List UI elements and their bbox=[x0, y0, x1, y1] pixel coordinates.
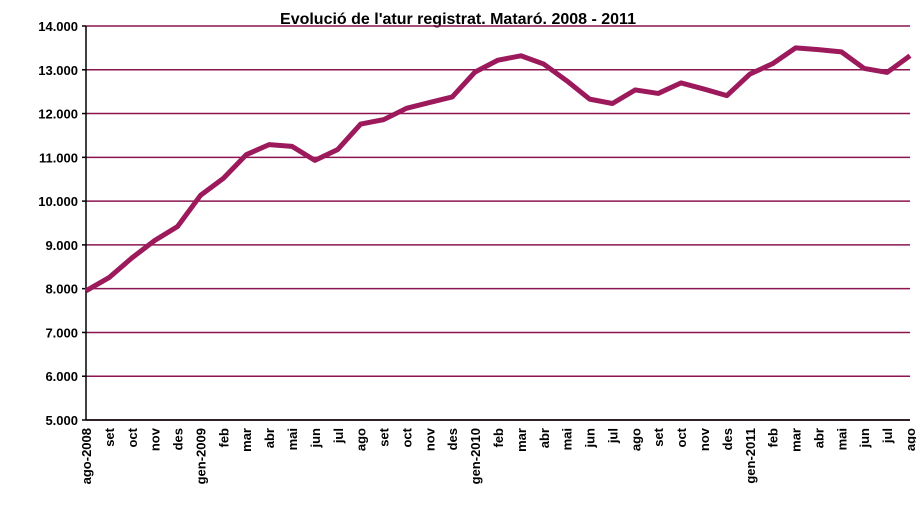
x-tick-label: jun bbox=[583, 428, 598, 449]
y-tick-label: 11.000 bbox=[39, 150, 78, 165]
chart-title: Evolució de l'atur registrat. Mataró. 20… bbox=[280, 11, 636, 28]
x-tick-label: abr bbox=[537, 428, 552, 448]
y-tick-label: 10.000 bbox=[38, 194, 78, 209]
x-tick-label: jun bbox=[308, 428, 323, 449]
y-tick-label: 6.000 bbox=[45, 369, 78, 384]
y-tick-label: 8.000 bbox=[45, 282, 78, 297]
x-tick-label: abr bbox=[262, 428, 277, 448]
x-tick-label: ago-2008 bbox=[79, 428, 94, 484]
x-tick-label: mai bbox=[560, 428, 575, 450]
x-tick-label: mai bbox=[834, 428, 849, 450]
x-tick-label: oct bbox=[674, 427, 689, 447]
x-tick-label: mar bbox=[239, 428, 254, 452]
x-tick-label: nov bbox=[422, 427, 437, 451]
x-tick-label: oct bbox=[125, 427, 140, 447]
y-tick-label: 12.000 bbox=[38, 107, 78, 122]
x-tick-label: mai bbox=[285, 428, 300, 450]
x-tick-label: jul bbox=[880, 428, 895, 444]
x-tick-label: ago bbox=[354, 428, 369, 451]
y-tick-label: 7.000 bbox=[45, 325, 78, 340]
x-tick-label: set bbox=[651, 427, 666, 446]
x-tick-label: gen-2009 bbox=[193, 428, 208, 484]
x-tick-label: des bbox=[445, 428, 460, 450]
x-tick-label: set bbox=[102, 427, 117, 446]
x-tick-label: abr bbox=[811, 428, 826, 448]
x-tick-label: jun bbox=[857, 428, 872, 449]
x-tick-label: feb bbox=[491, 428, 506, 448]
x-tick-label: set bbox=[377, 427, 392, 446]
x-tick-label: nov bbox=[697, 427, 712, 451]
x-tick-label: feb bbox=[216, 428, 231, 448]
y-tick-label: 5.000 bbox=[45, 413, 78, 428]
x-tick-label: gen-2011 bbox=[743, 428, 758, 484]
x-tick-label: oct bbox=[399, 427, 414, 447]
x-tick-label: mar bbox=[514, 428, 529, 452]
x-tick-label: ago bbox=[903, 428, 916, 451]
y-tick-label: 9.000 bbox=[45, 238, 78, 253]
line-series bbox=[84, 45, 912, 294]
x-tick-label: gen-2010 bbox=[468, 428, 483, 484]
y-tick-label: 13.000 bbox=[38, 63, 78, 78]
y-tick-label: 14.000 bbox=[38, 19, 78, 34]
x-tick-label: jul bbox=[331, 428, 346, 444]
x-tick-label: des bbox=[171, 428, 186, 450]
x-tick-label: des bbox=[720, 428, 735, 450]
x-tick-label: ago bbox=[628, 428, 643, 451]
x-tick-label: jul bbox=[605, 428, 620, 444]
x-tick-label: feb bbox=[766, 428, 781, 448]
x-tick-label: mar bbox=[789, 428, 804, 452]
x-tick-label: nov bbox=[148, 427, 163, 451]
